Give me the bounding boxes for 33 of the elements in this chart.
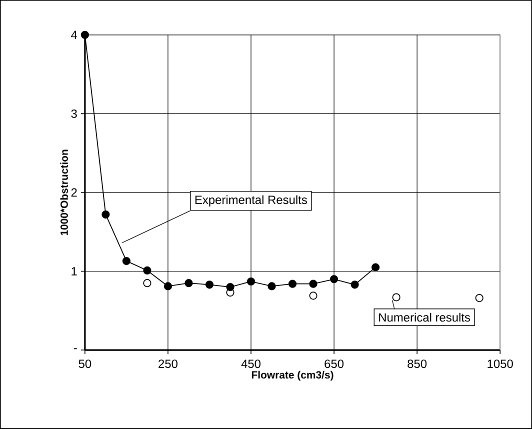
x-axis-title: Flowrate (cm3/s) [252, 370, 334, 381]
point [164, 282, 172, 290]
point [80, 30, 89, 39]
annotation: Numerical results [379, 312, 470, 322]
point [309, 292, 318, 300]
x-tick-label: 50 [78, 360, 92, 368]
point [205, 280, 214, 289]
y-tick-label: 3 [71, 109, 77, 118]
x-tick-label: 850 [408, 360, 427, 368]
x-tick-label: 1050 [488, 360, 513, 368]
annotation: Experimental Results [195, 195, 307, 206]
y-tick-label: - [74, 348, 77, 350]
y-tick-label: 4 [71, 30, 78, 40]
point [392, 293, 400, 302]
x-tick-label: 450 [241, 360, 261, 368]
point [475, 294, 484, 302]
x-tick-label: 650 [324, 360, 344, 368]
point [288, 280, 297, 288]
y-tick-label: 2 [71, 188, 77, 197]
x-tick-label: 250 [158, 360, 178, 368]
point [143, 279, 152, 288]
point [330, 275, 338, 284]
point [350, 280, 359, 289]
y-tick-label: 1 [72, 267, 77, 276]
point [268, 282, 276, 290]
point [372, 263, 380, 272]
point [122, 256, 130, 266]
point [143, 266, 152, 275]
point [246, 277, 256, 286]
point [102, 210, 110, 219]
point [309, 280, 318, 288]
point [184, 279, 193, 288]
y-axis-title: 1000*Obstruction [60, 150, 68, 236]
